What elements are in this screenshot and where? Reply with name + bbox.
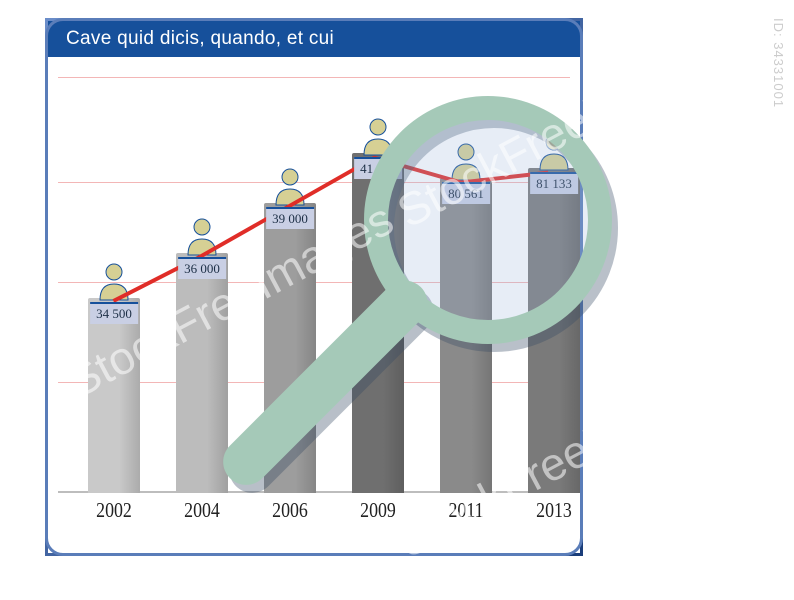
- value-label-2009: 41 500: [354, 157, 402, 179]
- person-icon: [180, 215, 224, 259]
- x-label-2006: 2006: [260, 498, 320, 523]
- value-label-2011: 80 561: [442, 182, 490, 204]
- value-label-2006: 39 000: [266, 207, 314, 229]
- title-bar: Cave quid dicis, quando, et cui: [48, 21, 580, 57]
- x-label-2013: 2013: [524, 498, 584, 523]
- person-icon: [356, 115, 400, 159]
- x-label-2004: 2004: [172, 498, 232, 523]
- value-label-2002: 34 500: [90, 302, 138, 324]
- chart-title: Cave quid dicis, quando, et cui: [66, 28, 334, 50]
- x-label-2011: 2011: [436, 498, 496, 523]
- x-label-2009: 2009: [348, 498, 408, 523]
- bar-2009: [352, 153, 404, 493]
- x-label-2002: 2002: [84, 498, 144, 523]
- gridline: [58, 77, 570, 78]
- value-label-2004: 36 000: [178, 257, 226, 279]
- bar-2004: [176, 253, 228, 493]
- chart-frame: Cave quid dicis, quando, et cui 34 500 20…: [45, 18, 583, 556]
- chart-area: 34 500 2002 36 000 2004 39 000 2006 41 500 2009…: [48, 57, 580, 553]
- bar-2006: [264, 203, 316, 493]
- gridline: [58, 182, 570, 183]
- value-label-2013: 81 133: [530, 172, 578, 194]
- bar-2013: [528, 168, 580, 493]
- person-icon: [444, 140, 488, 184]
- watermark-id: ID: 34331001: [771, 18, 786, 108]
- bar-2002: [88, 298, 140, 493]
- person-icon: [268, 165, 312, 209]
- person-icon: [532, 130, 576, 174]
- bar-2011: [440, 178, 492, 493]
- person-icon: [92, 260, 136, 304]
